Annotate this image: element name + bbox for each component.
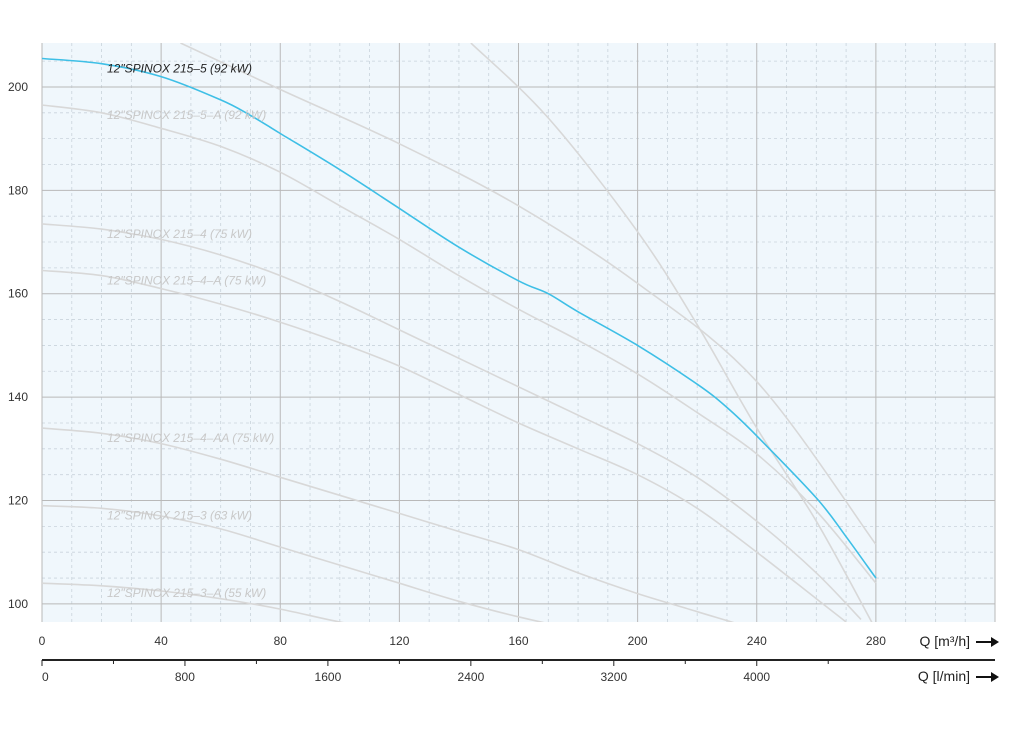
curve-series-5 (42, 504, 545, 622)
curve-label-2: 12"SPINOX 215–4 (75 kW) (107, 227, 252, 241)
y-tick-label: 120 (8, 494, 28, 508)
unlabeled-curve-1 (470, 43, 873, 622)
x-tick-label: 280 (866, 634, 886, 648)
x-tick-label: 240 (747, 634, 767, 648)
curve-label-0: 12"SPINOX 215–5 (92 kW) (107, 62, 252, 76)
x-tick-label: 40 (154, 634, 168, 648)
curve-label-4: 12"SPINOX 215–4–AA (75 kW) (107, 431, 274, 445)
x-tick-label: 160 (508, 634, 528, 648)
y-tick-label: 160 (8, 287, 28, 301)
curve-series-6 (42, 582, 345, 622)
secondary-x-axis: 0 800 1600 2400 3200 4000 (41, 659, 995, 684)
y-tick-label: 180 (8, 183, 28, 197)
minor-gridlines (42, 43, 995, 622)
curve-label-6: 12"SPINOX 215–3–A (55 kW) (107, 586, 266, 600)
x2-tick-label: 4000 (743, 670, 770, 684)
arrow-head (991, 672, 999, 682)
x-tick-label: 0 (39, 634, 46, 648)
curve-label-1: 12"SPINOX 215–5–A (92 kW) (107, 108, 266, 122)
muted-curves (42, 43, 877, 622)
y-tick-label: 200 (8, 80, 28, 94)
x2-tick-label: 1600 (315, 670, 342, 684)
x2-tick-label: 2400 (458, 670, 485, 684)
x2-tick-label: 3200 (600, 670, 627, 684)
curve-series-2 (42, 223, 862, 620)
curve-series-3 (42, 269, 847, 622)
curve-series-4 (42, 427, 735, 622)
curve-label-5: 12"SPINOX 215–3 (63 kW) (107, 509, 252, 523)
x-tick-label: 120 (389, 634, 409, 648)
x-axis-arrow-icon (976, 637, 999, 647)
x-axis-ticks: 0 40 80 120 160 200 240 280 (39, 634, 887, 648)
curve-series-0 (42, 57, 877, 579)
y-tick-label: 100 (8, 597, 28, 611)
unlabeled-curve-0 (180, 43, 877, 545)
curve-labels: 12"SPINOX 215–5 (92 kW) 12"SPINOX 215–5–A… (107, 62, 274, 601)
x2-tick-label: 0 (42, 670, 49, 684)
x-tick-label: 80 (274, 634, 288, 648)
arrow-head (991, 637, 999, 647)
y-axis-ticks: 100 120 140 160 180 200 (8, 80, 28, 611)
x-tick-label: 200 (628, 634, 648, 648)
y-tick-label: 140 (8, 390, 28, 404)
x2-axis-label: Q [l/min] (918, 668, 970, 684)
curve-series-1 (42, 104, 877, 584)
x-axis-label: Q [m³/h] (919, 633, 970, 649)
x2-axis-arrow-icon (976, 672, 999, 682)
x2-tick-label: 800 (175, 670, 195, 684)
highlight-curves (42, 57, 877, 579)
curve-label-3: 12"SPINOX 215–4–A (75 kW) (107, 274, 266, 288)
